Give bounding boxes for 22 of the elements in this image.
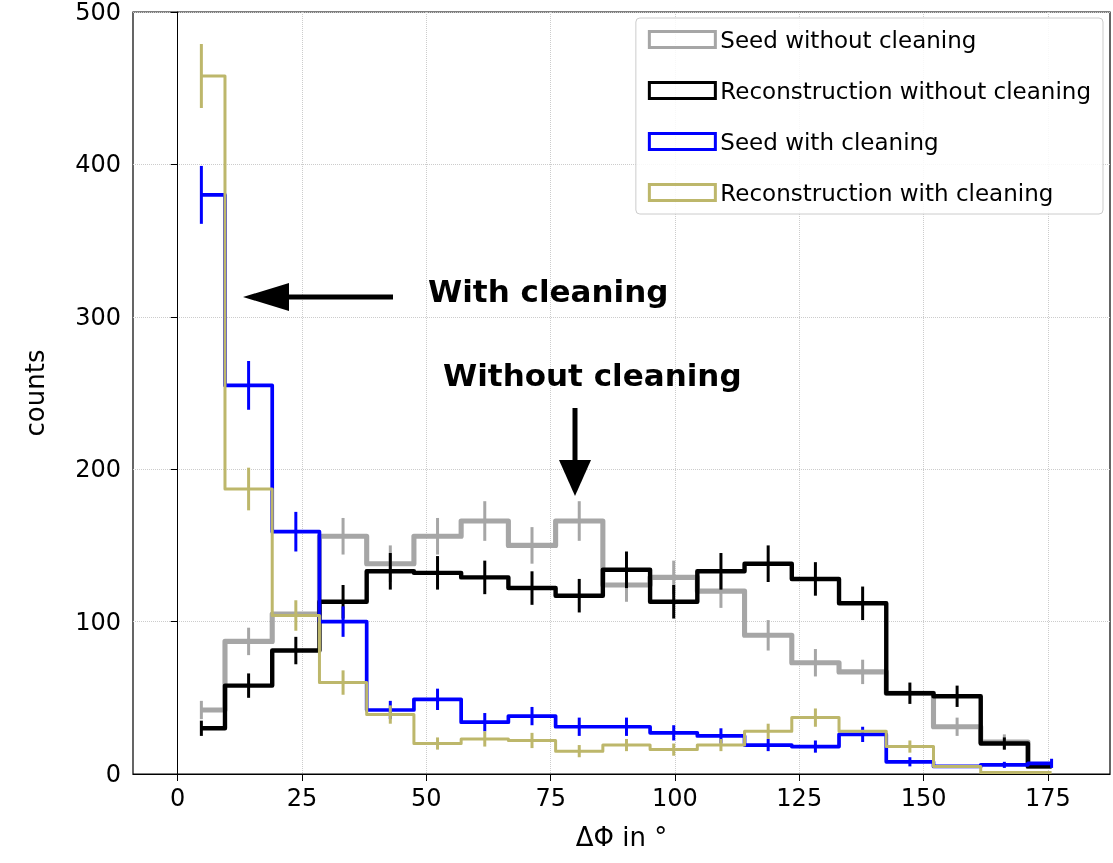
x-tick-label: 100 — [652, 784, 698, 812]
annotation: Without cleaning — [443, 356, 742, 393]
x-tick-label: 75 — [535, 784, 566, 812]
y-tick-label: 0 — [105, 760, 121, 788]
y-tick-label: 200 — [75, 455, 121, 484]
y-axis-title: counts — [20, 349, 50, 437]
x-tick-label: 25 — [286, 784, 318, 812]
legend-label: Reconstruction with cleaning — [720, 179, 1054, 206]
legend-label: Seed without cleaning — [720, 26, 977, 53]
y-tick-label: 400 — [75, 150, 121, 179]
x-tick-label: 175 — [1024, 784, 1071, 812]
legend-label: Reconstruction without cleaning — [720, 77, 1091, 104]
legend-label: Seed with cleaning — [720, 128, 939, 155]
y-tick-label: 100 — [75, 607, 121, 636]
y-tick-label: 500 — [75, 0, 121, 26]
x-tick-label: 50 — [411, 784, 442, 812]
x-tick-label: 0 — [170, 784, 186, 812]
annotation: With cleaning — [428, 272, 669, 309]
x-axis-title: ΔΦ in ° — [575, 822, 668, 852]
y-tick-label: 300 — [75, 302, 121, 331]
x-tick-label: 150 — [900, 784, 947, 812]
x-tick-label: 125 — [776, 784, 823, 812]
